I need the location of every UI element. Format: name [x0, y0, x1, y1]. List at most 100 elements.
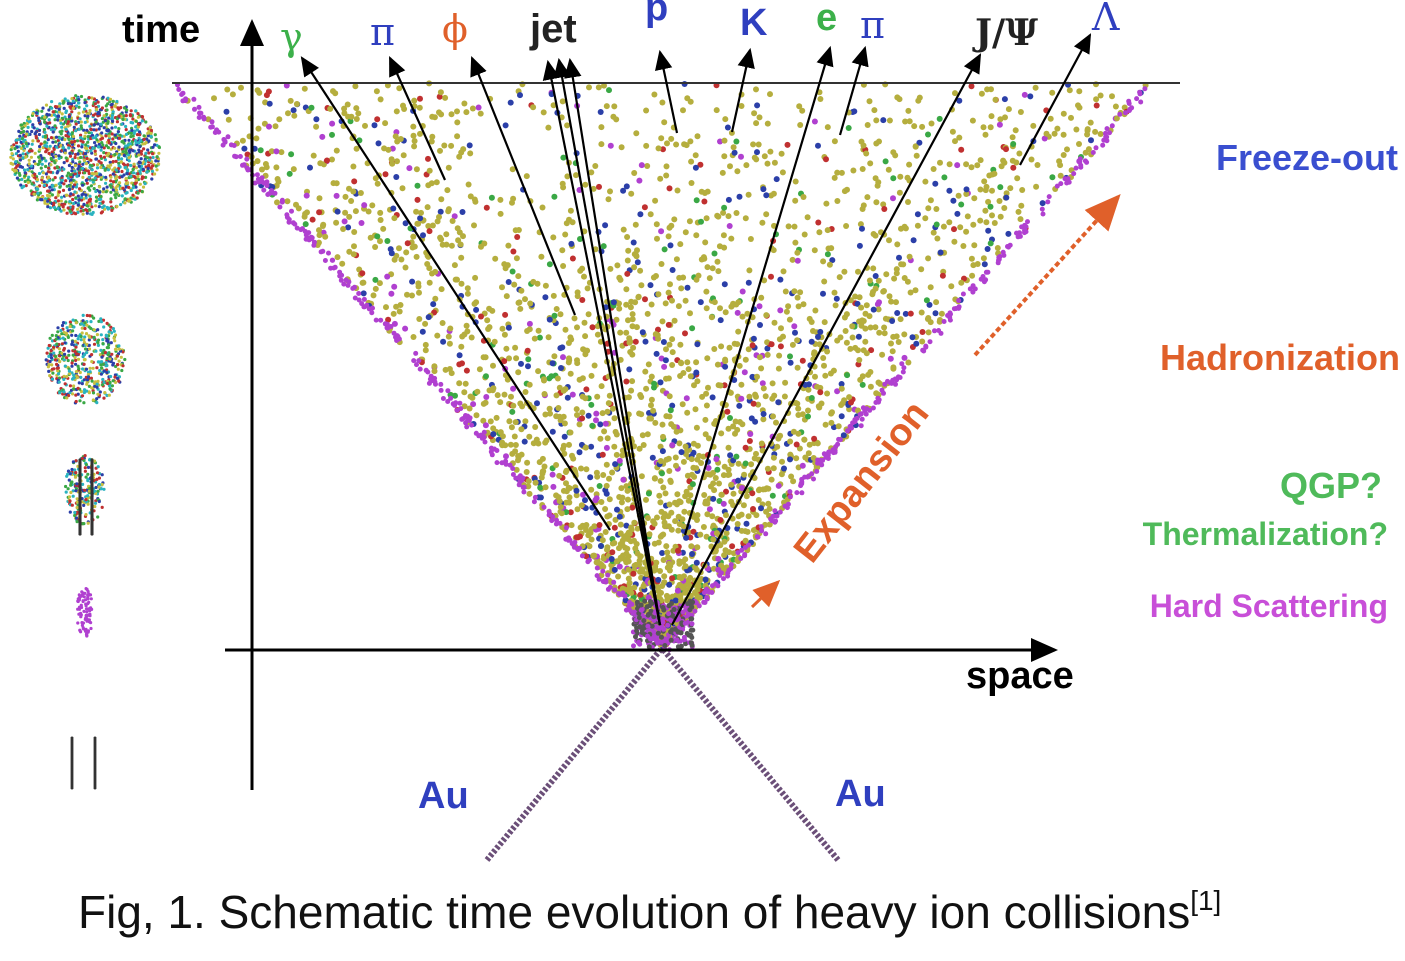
particle-dot — [504, 293, 510, 299]
particle-dot — [351, 229, 357, 235]
particle-dot — [402, 326, 408, 332]
particle-dot — [540, 456, 546, 462]
particle-dot — [1074, 166, 1079, 171]
particle-dot — [650, 624, 655, 629]
particle-dot — [598, 543, 604, 549]
particle-dot — [526, 434, 532, 440]
particle-dot — [630, 323, 636, 329]
particle-dot — [551, 353, 557, 359]
particle-dot — [514, 234, 520, 240]
particle-dot — [691, 382, 697, 388]
particle-dot — [756, 142, 762, 148]
particle-dot — [392, 331, 397, 336]
particle-dot — [1088, 120, 1094, 126]
particle-dot — [60, 196, 63, 199]
particle-dot — [890, 366, 896, 372]
particle-dot — [562, 434, 568, 440]
particle-dot — [602, 222, 608, 228]
particle-dot — [131, 121, 134, 124]
particle-dot — [352, 285, 357, 290]
particle-dot — [933, 299, 939, 305]
particle-dot — [997, 198, 1003, 204]
particle-dot — [729, 543, 735, 549]
particle-dot — [102, 200, 105, 203]
particle-dot — [743, 215, 749, 221]
particle-dot — [925, 132, 931, 138]
particle-dot — [546, 334, 552, 340]
particle-dot — [68, 164, 71, 167]
particle-dot — [925, 205, 931, 211]
particle-dot — [1094, 145, 1099, 150]
particle-dot — [872, 324, 878, 330]
particle-dot — [839, 413, 845, 419]
particle-dot — [273, 148, 279, 154]
particle-dot — [66, 159, 69, 162]
particle-dot — [575, 506, 581, 512]
particle-dot — [1049, 90, 1055, 96]
particle-dot — [267, 191, 272, 196]
particle-dot — [663, 543, 669, 549]
particle-dot — [881, 206, 887, 212]
particle-dot — [763, 531, 768, 536]
particle-dot — [613, 429, 619, 435]
particle-dot — [485, 326, 491, 332]
particle-dot — [611, 580, 616, 585]
particle-dot — [495, 392, 501, 398]
particle-dot — [96, 163, 99, 166]
particle-dot — [509, 409, 515, 415]
particle-dot — [150, 167, 153, 170]
particle-dot — [907, 254, 913, 260]
particle-dot — [131, 194, 134, 197]
particle-dot — [760, 416, 766, 422]
particle-dot — [158, 146, 161, 149]
particle-dot — [704, 215, 710, 221]
particle-dot — [937, 116, 943, 122]
particle-dot — [636, 640, 641, 645]
particle-dot — [66, 185, 69, 188]
particle-dot — [799, 481, 804, 486]
particle-dot — [668, 136, 674, 142]
particle-dot — [616, 306, 622, 312]
particle-dot — [820, 291, 826, 297]
particle-dot — [643, 386, 649, 392]
particle-dot — [123, 154, 126, 157]
particle-dot — [664, 597, 670, 603]
particle-dot — [782, 394, 788, 400]
particle-dot — [142, 147, 145, 150]
particle-dot — [536, 328, 542, 334]
particle-dot — [151, 170, 154, 173]
particle-dot — [588, 444, 594, 450]
particle-dot — [570, 456, 576, 462]
particle-dot — [1092, 129, 1098, 135]
particle-dot — [396, 85, 402, 91]
particle-dot — [600, 410, 606, 416]
particle-dot — [446, 165, 452, 171]
particle-dot — [714, 530, 720, 536]
particle-dot — [684, 359, 690, 365]
particle-dot — [384, 274, 390, 280]
particle-dot — [1083, 150, 1089, 156]
particle-dot — [1098, 93, 1104, 99]
particle-dot — [668, 242, 674, 248]
particle-dot — [811, 349, 817, 355]
particle-dot — [734, 341, 740, 347]
particle-dot — [604, 103, 610, 109]
particle-dot — [703, 600, 708, 605]
particle-dot — [957, 224, 963, 230]
particle-dot — [361, 304, 366, 309]
particle-dot — [615, 574, 621, 580]
particle-dot — [469, 395, 475, 401]
particle-dot — [825, 227, 831, 233]
particle-dot — [826, 453, 831, 458]
particle-dot — [567, 334, 573, 340]
particle-dot — [667, 185, 673, 191]
particle-dot — [928, 284, 934, 290]
particle-dot — [37, 163, 40, 166]
particle-dot — [701, 199, 707, 205]
particle-dot — [542, 391, 548, 397]
particle-dot — [378, 96, 384, 102]
particle-dot — [638, 282, 644, 288]
particle-dot — [67, 146, 70, 149]
particle-dot — [860, 206, 866, 212]
particle-dot — [659, 635, 664, 640]
